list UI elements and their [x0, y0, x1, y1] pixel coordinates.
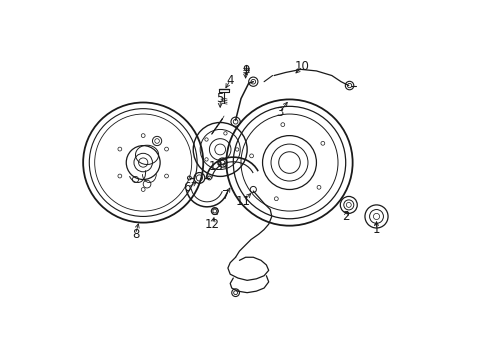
Text: 13: 13 — [208, 160, 224, 173]
Text: 3: 3 — [275, 106, 283, 119]
Text: 1: 1 — [372, 223, 380, 236]
Text: 10: 10 — [295, 60, 309, 73]
Text: 12: 12 — [204, 218, 220, 231]
Text: 8: 8 — [132, 228, 139, 240]
Text: 5: 5 — [216, 92, 224, 105]
Text: 11: 11 — [235, 194, 250, 208]
Text: 6: 6 — [183, 181, 190, 194]
Text: 2: 2 — [341, 210, 349, 223]
Text: 7: 7 — [222, 189, 229, 202]
Text: 9: 9 — [242, 64, 249, 77]
Text: 4: 4 — [226, 74, 233, 87]
